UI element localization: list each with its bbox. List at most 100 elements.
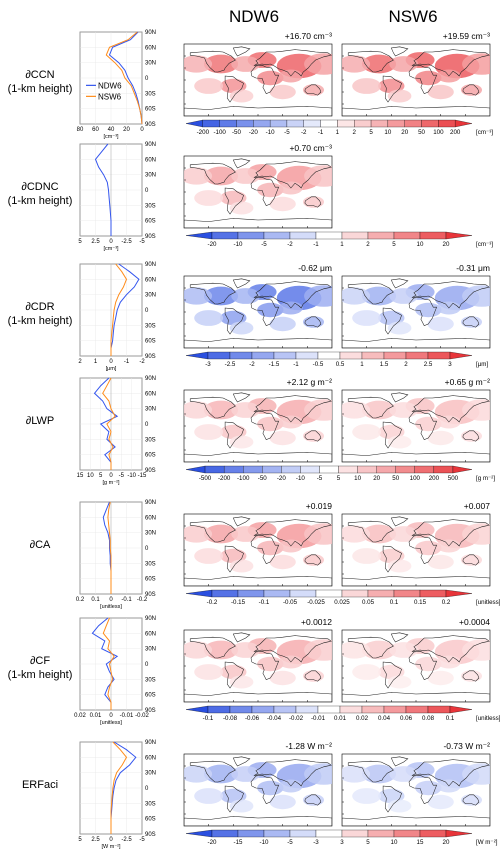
header-nsw6: NSW6	[388, 7, 437, 26]
map-5-nsw6-coast-4	[462, 670, 480, 682]
colorbar-6-segment	[237, 829, 265, 838]
row-sublabel-5: (1-km height)	[8, 669, 73, 681]
map-4-ndw6-coast-0	[189, 520, 236, 543]
row-label-1: ∂CDNC	[21, 181, 58, 193]
map-1-ndw6-anomaly-2	[203, 166, 239, 186]
map-3-ndw6-field	[184, 392, 332, 462]
colorbar-5-segment	[427, 705, 451, 714]
map-4-ndw6-coast-4	[304, 554, 322, 566]
profile-5-xunit: [unitless]	[100, 720, 122, 726]
colorbar-1-label: 20	[443, 241, 450, 248]
profile-0-series-nsw6	[105, 31, 143, 125]
profile-5-xtick: -0.02	[135, 713, 149, 719]
map-4-ndw6-coast-1	[224, 545, 244, 573]
map-6-ndw6-coast-2	[253, 759, 332, 787]
colorbar-4-arrow-right	[445, 589, 473, 598]
map-3-ndw6-anomaly-2	[203, 400, 239, 420]
profile-2-lat-label: 0	[145, 308, 149, 314]
colorbar-2-label: 2.5	[424, 361, 433, 368]
colorbar-0-label: 1	[336, 129, 340, 136]
colorbar-0-label: -1	[318, 129, 324, 136]
colorbar-0-segment	[337, 119, 355, 128]
profile-0-xunit: [cm⁻³]	[103, 134, 119, 140]
map-6-ndw6-coast-1	[224, 785, 244, 813]
profile-2-lat-label: 60S	[145, 339, 156, 345]
map-4-ndw6-anomaly-6	[304, 523, 332, 545]
map-5-nsw6-coast-2	[411, 635, 490, 663]
map-2-nsw6-coast-6	[390, 278, 409, 289]
colorbar-2-segment	[229, 351, 253, 360]
map-5-ndw6	[183, 629, 333, 703]
colorbar-5-label: -0.01	[311, 715, 326, 722]
profile-0-lat-label: 30S	[145, 91, 156, 97]
colorbar-2-label: 2	[404, 361, 408, 368]
profile-1-xtick: -2.5	[121, 239, 132, 245]
map-1-ndw6-coast-6	[232, 158, 251, 169]
map-6-ndw6-anomaly-10	[194, 788, 224, 804]
colorbar-2-label: 0.5	[336, 361, 345, 368]
map-0-nsw6-anomaly-2	[361, 54, 397, 74]
colorbar-3-segment	[281, 465, 301, 474]
profile-0-lat-label: 60S	[145, 107, 156, 113]
colorbar-3-label: 100	[410, 475, 421, 482]
colorbar-0-label: 10	[384, 129, 391, 136]
map-3-ndw6	[183, 389, 333, 463]
colorbar-3-segment	[300, 465, 320, 474]
map-0-nsw6-anomaly-8	[389, 56, 419, 72]
colorbar-1-label: 1	[340, 241, 344, 248]
colorbar-2-label: -0.5	[313, 361, 324, 368]
map-5-nsw6-anomaly-3	[415, 656, 442, 672]
map-5-ndw6-anomaly-8	[231, 642, 261, 658]
profile-6-lat-label: 60S	[145, 817, 156, 823]
profile-5-xtick: -0.01	[120, 713, 134, 719]
colorbar-4-label: -0.025	[307, 599, 325, 606]
colorbar-5-segment	[361, 705, 385, 714]
colorbar-2-label: 1.5	[380, 361, 389, 368]
stat-nsw6-4: +0.007	[464, 501, 491, 511]
colorbar-1-segment	[367, 231, 395, 240]
map-6-ndw6-coast-5	[184, 816, 332, 826]
profile-0-legend-ndw6: NDW6	[98, 81, 122, 90]
colorbar-4-arrow-left	[185, 589, 213, 598]
colorbar-5-label: -0.06	[245, 715, 260, 722]
map-0-ndw6-field	[184, 46, 332, 116]
colorbar-5: -0.1 -0.08 -0.06 -0.04 -0.02 -0.01 0.01 0.02 0.0…	[185, 705, 500, 722]
row-sublabel-0: (1-km height)	[8, 83, 73, 95]
map-2-ndw6-coast-0	[189, 282, 236, 305]
map-2-nsw6-anomaly-12	[387, 321, 412, 335]
colorbar-0-segment	[320, 119, 338, 128]
stat-nsw6-5: +0.0004	[459, 617, 490, 627]
map-4-ndw6	[183, 513, 333, 587]
map-2-ndw6-anomaly-3	[257, 302, 284, 318]
colorbar-1-arrow-right	[445, 231, 473, 240]
map-5-ndw6-anomaly-3	[257, 656, 284, 672]
colorbar-2-label: -2.5	[225, 361, 236, 368]
map-4-ndw6-anomaly-10	[194, 548, 224, 564]
colorbar-3-arrow-left	[185, 465, 206, 474]
map-4-ndw6-coast-2	[253, 519, 332, 547]
profile-5-series-nsw6	[102, 617, 115, 710]
profile-2-lat-label: 90S	[145, 354, 156, 360]
map-0-nsw6-anomaly-10	[352, 78, 382, 94]
colorbar-3-label: -500	[199, 475, 212, 482]
map-0-nsw6-anomaly-11	[427, 84, 454, 100]
map-4-nsw6-anomaly-2	[361, 524, 397, 544]
map-1-ndw6	[183, 155, 333, 229]
colorbar-0-segment	[438, 119, 456, 128]
map-0-nsw6-coast-0	[347, 50, 394, 73]
map-1-ndw6-coast-5	[184, 218, 332, 228]
map-2-nsw6-anomaly-2	[361, 286, 397, 306]
stat-ndw6-3: +2.12 g m⁻²	[287, 377, 333, 387]
map-3-ndw6-anomaly-8	[231, 402, 261, 418]
map-0-ndw6-coast-3	[250, 64, 280, 94]
colorbar-2-segment	[273, 351, 297, 360]
map-2-nsw6-anomaly-3	[415, 302, 442, 318]
profile-1-lat-label: 90S	[145, 234, 156, 240]
map-0-ndw6-anomaly-3	[257, 70, 284, 86]
colorbar-3-segment	[395, 465, 415, 474]
map-3-ndw6-anomaly-10	[194, 424, 224, 440]
map-2-ndw6-coast-4	[304, 316, 322, 328]
stat-nsw6-2: -0.31 μm	[456, 263, 490, 273]
map-6-nsw6-anomaly-11	[427, 794, 454, 810]
map-6-nsw6-coast-6	[390, 756, 409, 767]
